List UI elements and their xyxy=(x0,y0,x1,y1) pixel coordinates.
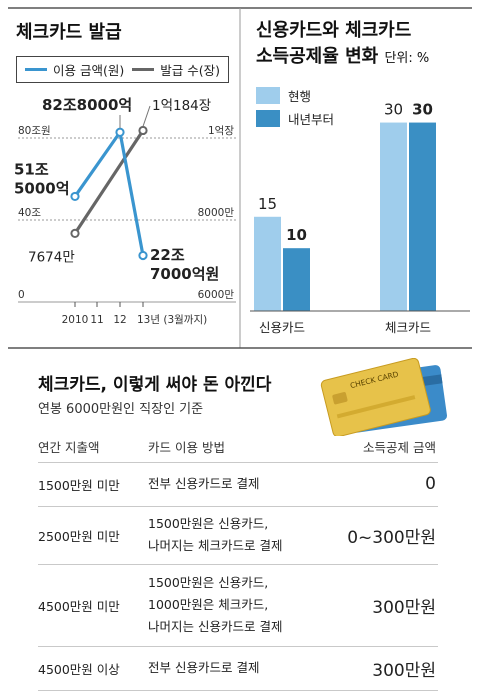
legend-usage-label: 이용 금액(원) xyxy=(53,63,125,78)
table-title: 체크카드, 이렇게 써야 돈 아낀다 xyxy=(38,375,272,395)
right-title-line-2: 소득공제율 변화 단위: % xyxy=(256,44,429,72)
row-amount: 300만원 xyxy=(318,564,438,647)
table-row: 4500만원 이상 전부 신용카드로 결제 300만원 xyxy=(38,646,438,691)
usage-point xyxy=(70,191,80,202)
header-amount: 소득공제 금액 xyxy=(318,432,438,463)
left-chart-title: 체크카드 발급 xyxy=(16,22,122,43)
cards-2010-label: 7674만 xyxy=(28,249,75,265)
deduction-table: 연간 지출액 카드 이용 방법 소득공제 금액 1500만원 미만 전부 신용카… xyxy=(38,432,438,691)
card-chip xyxy=(332,392,348,405)
legend-current-swatch xyxy=(256,87,280,104)
right-tick-label: 8000만 xyxy=(198,207,235,219)
legend-usage: 이용 금액(원) xyxy=(25,60,124,79)
cards-point xyxy=(138,125,148,136)
right-title-line-2-text: 소득공제율 변화 xyxy=(256,46,379,67)
method-line: 1500만원은 신용카드, xyxy=(148,516,269,531)
bar-체크카드-내년부터 xyxy=(409,122,436,311)
category-label: 체크카드 xyxy=(385,320,431,335)
table-header-row: 연간 지출액 카드 이용 방법 소득공제 금액 xyxy=(38,432,438,463)
bar-value-label: 10 xyxy=(286,226,307,244)
x-tick-label: 12 xyxy=(113,314,126,326)
cards-point xyxy=(70,228,80,238)
legend-cards-label: 발급 수(장) xyxy=(160,63,220,78)
right-chart-unit: 단위: % xyxy=(384,51,430,66)
legend-next-label: 내년부터 xyxy=(288,112,335,127)
legend-usage-swatch xyxy=(25,68,47,71)
table-row: 2500만원 미만 1500만원은 신용카드, 나머지는 체크카드로 결제 0~… xyxy=(38,506,438,565)
right-tick-label: 1억장 xyxy=(208,125,234,137)
method-line: 1000만원은 체크카드, xyxy=(148,597,269,612)
method-line: 전부 신용카드로 결제 xyxy=(148,660,260,675)
bar-value-label: 15 xyxy=(258,195,277,213)
right-chart-title: 신용카드와 체크카드 소득공제율 변화 단위: % xyxy=(256,18,429,72)
left-legend: 이용 금액(원) 발급 수(장) xyxy=(16,56,229,83)
table-row: 1500만원 미만 전부 신용카드로 결제 0 xyxy=(38,462,438,507)
header-method: 카드 이용 방법 xyxy=(148,432,318,463)
method-line: 1500만원은 신용카드, xyxy=(148,575,269,590)
usage-2010-label-1: 51조 xyxy=(14,160,49,178)
usage-point xyxy=(138,250,148,261)
cards-2013-label: 1억184장 xyxy=(152,98,211,114)
usage-point xyxy=(115,127,125,137)
row-spend: 4500만원 미만 xyxy=(38,564,148,647)
cards-2013-leader xyxy=(142,105,151,127)
legend-cards-swatch xyxy=(132,68,155,71)
right-legend: 현행 내년부터 xyxy=(256,86,334,128)
x-tick-label: 13년 (3월까지) xyxy=(137,314,207,326)
left-tick-label: 40조 xyxy=(18,207,41,219)
method-line: 나머지는 신용카드로 결제 xyxy=(148,619,283,634)
row-method: 1500만원은 신용카드, 나머지는 체크카드로 결제 xyxy=(148,506,318,565)
bar-신용카드-현행 xyxy=(254,216,281,311)
legend-next: 내년부터 xyxy=(256,109,334,128)
left-chart: 80조원 40조 0 1억장 8000만 6000만 2010 11 12 13년 (3월까지) 5… xyxy=(14,96,236,326)
method-line: 전부 신용카드로 결제 xyxy=(148,476,260,491)
right-title-line-1: 신용카드와 체크카드 xyxy=(256,20,412,41)
left-tick-label: 0 xyxy=(18,289,25,301)
table-row: 4500만원 미만 1500만원은 신용카드, 1000만원은 체크카드, 나머… xyxy=(38,564,438,647)
card-front: CHECK CARD xyxy=(320,358,431,436)
row-spend: 4500만원 이상 xyxy=(38,646,148,691)
row-spend: 1500만원 미만 xyxy=(38,462,148,507)
x-tick-label: 2010 xyxy=(62,314,89,326)
legend-next-swatch xyxy=(256,110,280,127)
legend-cards: 발급 수(장) xyxy=(132,60,220,79)
category-label: 신용카드 xyxy=(259,320,305,335)
right-chart: 15 10 신용카드 30 30 체크카드 xyxy=(250,101,470,335)
header-spend: 연간 지출액 xyxy=(38,432,148,463)
bar-신용카드-내년부터 xyxy=(283,248,310,311)
legend-current: 현행 xyxy=(256,86,334,105)
left-tick-label: 80조원 xyxy=(18,125,51,137)
usage-2013-label-1: 22조 xyxy=(150,246,185,264)
right-tick-label: 6000만 xyxy=(198,289,235,301)
row-amount: 300만원 xyxy=(318,646,438,691)
bar-value-label: 30 xyxy=(384,101,403,119)
usage-2013-label-2: 7000억원 xyxy=(150,265,219,283)
bar-체크카드-현행 xyxy=(380,122,407,311)
row-amount: 0 xyxy=(318,462,438,507)
row-amount: 0~300만원 xyxy=(318,506,438,565)
bar-value-label: 30 xyxy=(412,101,433,119)
row-method: 1500만원은 신용카드, 1000만원은 체크카드, 나머지는 신용카드로 결… xyxy=(148,564,318,647)
check-card-illustration: CHECK CARD xyxy=(320,358,447,436)
usage-2012-label: 82조8000억 xyxy=(42,96,132,114)
row-method: 전부 신용카드로 결제 xyxy=(148,462,318,507)
row-spend: 2500만원 미만 xyxy=(38,506,148,565)
method-line: 나머지는 체크카드로 결제 xyxy=(148,538,283,553)
usage-2010-label-2: 5000억 xyxy=(14,179,70,197)
cards-series-line xyxy=(73,129,145,235)
row-method: 전부 신용카드로 결제 xyxy=(148,646,318,691)
legend-current-label: 현행 xyxy=(288,89,312,104)
table-subtitle: 연봉 6000만원인 직장인 기준 xyxy=(38,402,204,417)
x-tick-label: 11 xyxy=(90,314,103,326)
